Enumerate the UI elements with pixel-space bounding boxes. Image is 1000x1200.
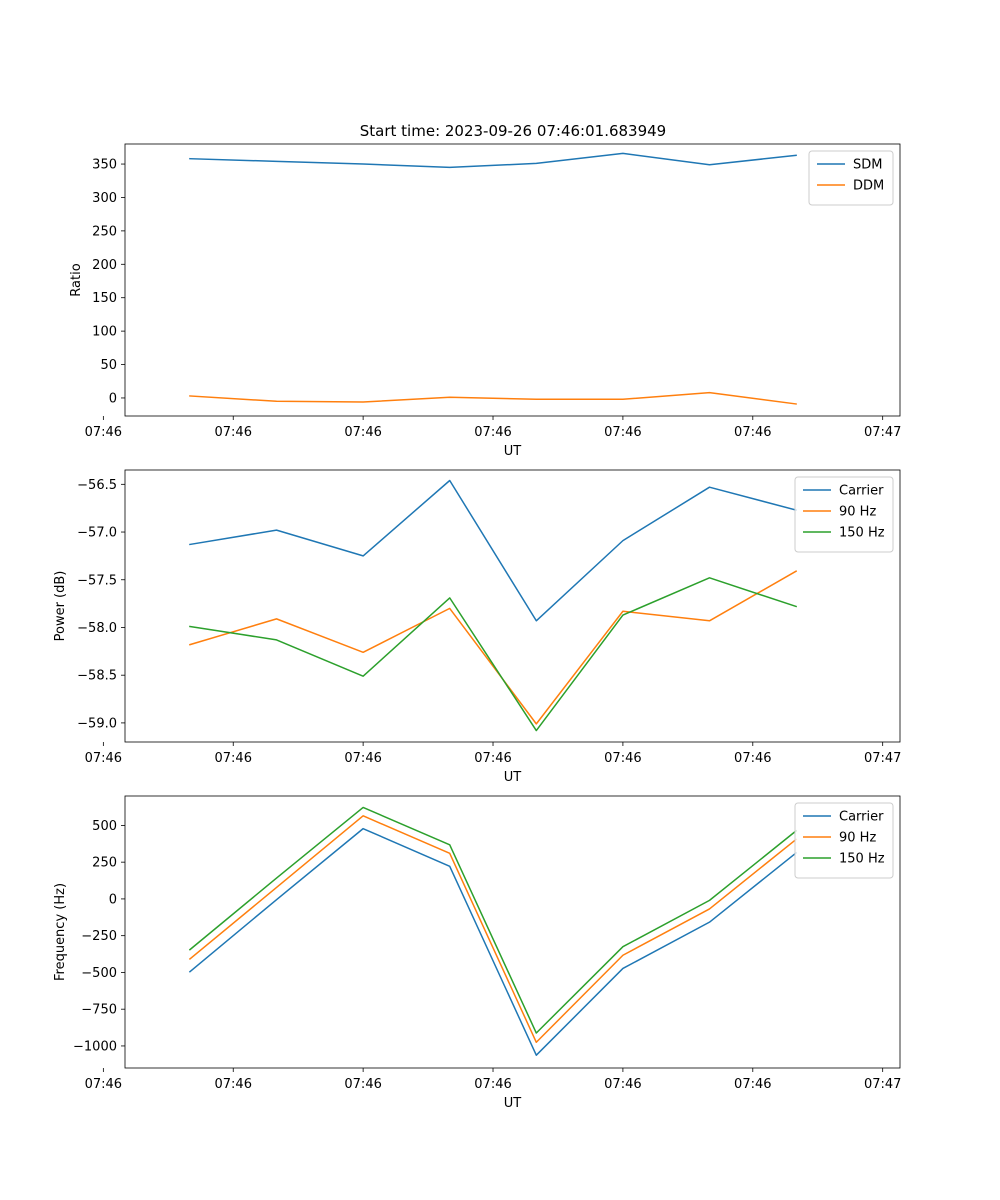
- x-tick-label: 07:46: [85, 425, 122, 440]
- legend-label: 150 Hz: [839, 526, 885, 541]
- x-tick-label: 07:46: [474, 1077, 511, 1092]
- legend-label: Carrier: [839, 484, 884, 499]
- legend-box: [794, 802, 894, 879]
- axes-container: 07:46 07:46 07:46 07:46 07:46 07:46 07:47 0 50 10…: [53, 143, 901, 1111]
- y-tick-label: 500: [92, 819, 117, 834]
- x-axis-label: UT: [504, 1096, 522, 1111]
- y-tick-label: −500: [81, 966, 117, 981]
- y-tick-label: −58.5: [77, 669, 117, 684]
- series-group: [189, 479, 798, 732]
- y-tick-label: 250: [92, 224, 117, 239]
- series-line-90-hz: [188, 815, 798, 1044]
- y-axis-label: Power (dB): [53, 571, 68, 642]
- x-tick-label: 07:46: [344, 751, 381, 766]
- series-line-carrier: [188, 827, 798, 1056]
- legend-label: DDM: [853, 179, 884, 194]
- series-group: [188, 806, 798, 1056]
- y-tick-label: 50: [100, 358, 117, 373]
- x-axis-label: UT: [504, 444, 522, 459]
- y-tick-label: −58.0: [77, 621, 117, 636]
- chart-panel-3: 07:46 07:46 07:46 07:46 07:46 07:46 07:47 500 25…: [53, 795, 901, 1111]
- figure-title: Start time: 2023-09-26 07:46:01.683949: [360, 122, 666, 140]
- y-tick-label: −750: [81, 1003, 117, 1018]
- x-tick-label: 07:46: [85, 751, 122, 766]
- x-tick-label: 07:46: [604, 751, 641, 766]
- x-tick-label: 07:46: [604, 425, 641, 440]
- series-line-carrier: [189, 479, 798, 622]
- y-tick-label: −57.5: [77, 573, 117, 588]
- y-tick-label: 250: [92, 856, 117, 871]
- chart-panel-2: 07:46 07:46 07:46 07:46 07:46 07:46 07:47 −56.5…: [53, 469, 901, 785]
- legend-label: 90 Hz: [839, 831, 876, 846]
- x-tick-label: 07:46: [474, 425, 511, 440]
- y-tick-label: 150: [92, 291, 117, 306]
- y-tick-label: 0: [109, 892, 117, 907]
- x-tick-label: 07:46: [734, 425, 771, 440]
- x-tick-label: 07:46: [215, 1077, 252, 1092]
- legend-label: Carrier: [839, 810, 884, 825]
- legend-label: SDM: [853, 158, 882, 173]
- y-tick-label: 0: [109, 391, 117, 406]
- x-tick-label: 07:47: [864, 1077, 901, 1092]
- y-tick-label: 300: [92, 191, 117, 206]
- series-line-ddm: [189, 391, 797, 405]
- y-axis-label: Ratio: [69, 263, 84, 296]
- axes-frame: [124, 469, 901, 743]
- x-axis-label: UT: [504, 770, 522, 785]
- y-tick-label: 200: [92, 258, 117, 273]
- y-tick-label: −59.0: [77, 716, 117, 731]
- x-tick-label: 07:46: [215, 425, 252, 440]
- y-axis-label: Frequency (Hz): [53, 883, 68, 981]
- series-line-150-hz: [189, 577, 798, 732]
- legend-label: 90 Hz: [839, 505, 876, 520]
- x-tick-label: 07:46: [215, 751, 252, 766]
- legend: Carrier 90 Hz 150 Hz: [794, 802, 894, 879]
- y-tick-label: −1000: [73, 1039, 117, 1054]
- x-tick-label: 07:46: [344, 1077, 381, 1092]
- y-tick-label: 100: [92, 325, 117, 340]
- y-tick-label: −250: [81, 929, 117, 944]
- y-tick-label: 350: [92, 158, 117, 173]
- x-tick-label: 07:46: [734, 751, 771, 766]
- x-tick-label: 07:47: [864, 751, 901, 766]
- legend-label: 150 Hz: [839, 852, 885, 867]
- axes-frame: [124, 143, 901, 417]
- x-tick-label: 07:46: [474, 751, 511, 766]
- chart-panel-1: 07:46 07:46 07:46 07:46 07:46 07:46 07:47 0 50 10…: [69, 143, 901, 459]
- x-tick-label: 07:46: [85, 1077, 122, 1092]
- series-line-90-hz: [189, 570, 798, 725]
- x-tick-label: 07:46: [604, 1077, 641, 1092]
- x-tick-label: 07:46: [734, 1077, 771, 1092]
- legend: SDM DDM: [808, 150, 894, 206]
- series-line-150-hz: [188, 806, 798, 1034]
- axes-frame: [124, 795, 901, 1069]
- series-group: [189, 152, 797, 405]
- legend-box: [794, 476, 894, 553]
- y-tick-label: −57.0: [77, 526, 117, 541]
- series-line-sdm: [189, 152, 797, 169]
- x-tick-label: 07:46: [344, 425, 381, 440]
- x-tick-label: 07:47: [864, 425, 901, 440]
- y-tick-label: −56.5: [77, 478, 117, 493]
- legend: Carrier 90 Hz 150 Hz: [794, 476, 894, 553]
